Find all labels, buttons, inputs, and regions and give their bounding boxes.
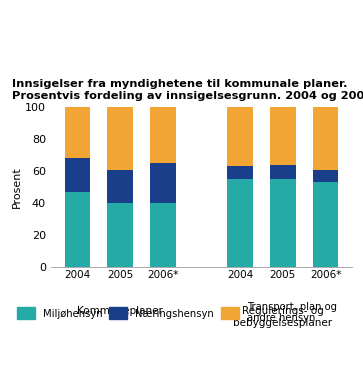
Bar [107, 107, 133, 170]
Bar [227, 179, 253, 267]
Text: Kommuneplaner: Kommuneplaner [77, 306, 163, 316]
Text: Innsigelser fra myndighetene til kommunale planer.
Prosentvis fordeling av innsi: Innsigelser fra myndighetene til kommuna… [12, 79, 363, 100]
Bar [313, 182, 338, 267]
Bar [150, 163, 176, 203]
Bar [227, 107, 253, 166]
Text: Regulerings- og
bebyggelsesplaner: Regulerings- og bebyggelsesplaner [233, 306, 333, 328]
Y-axis label: Prosent: Prosent [12, 166, 22, 208]
Bar [270, 165, 295, 179]
Bar [107, 203, 133, 267]
Bar [150, 107, 176, 163]
Bar [270, 107, 295, 165]
Bar [313, 170, 338, 182]
Bar [65, 192, 90, 267]
Bar [150, 203, 176, 267]
Bar [107, 170, 133, 203]
Bar [65, 107, 90, 158]
Bar [313, 107, 338, 170]
Legend: Miljøhensyn, Næringshensyn, Transport, plan og
andre hensyn: Miljøhensyn, Næringshensyn, Transport, p… [17, 302, 337, 324]
Bar [65, 158, 90, 192]
Bar [270, 179, 295, 267]
Bar [227, 166, 253, 179]
